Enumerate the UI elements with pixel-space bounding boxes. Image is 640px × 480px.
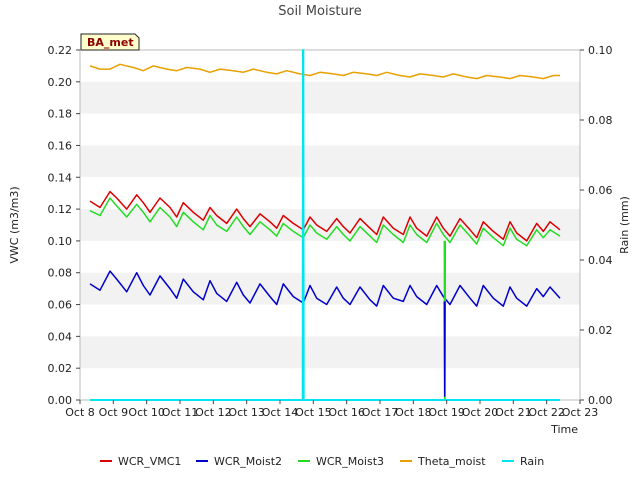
x-tick-label: Oct 12 xyxy=(195,406,232,419)
badge-box xyxy=(80,33,140,51)
series-line-wcr-moist2 xyxy=(89,270,561,307)
series-drop-wcr-moist2 xyxy=(443,301,446,397)
y-axis-label: VWC (m3/m3) xyxy=(8,186,21,263)
x-tick-label: Oct 11 xyxy=(162,406,199,419)
y2-tick-label: 0.08 xyxy=(588,114,613,127)
legend-item: Theta_moist xyxy=(400,455,486,468)
y-axis-ticks: 0.00 0.02 0.04 0.06 0.08 0.10 0.12 0.14 0.16 0.18… xyxy=(48,44,80,407)
x-tick-label: Oct 19 xyxy=(428,406,465,419)
series-line-theta-moist xyxy=(89,63,560,80)
badge-label: BA_met xyxy=(87,36,134,49)
y-tick-label: 0.08 xyxy=(48,267,73,280)
x-tick-label: Oct 23 xyxy=(562,406,599,419)
x-tick-label: Oct 20 xyxy=(462,406,499,419)
y-tick-label: 0.02 xyxy=(48,362,73,375)
legend-item: WCR_Moist2 xyxy=(196,455,282,468)
legend-item: WCR_Moist3 xyxy=(298,455,384,468)
grid-band xyxy=(80,145,580,178)
y-tick-label: 0.14 xyxy=(48,171,73,184)
y-tick-label: 0.16 xyxy=(48,139,73,152)
y-tick-label: 0.00 xyxy=(48,394,73,407)
legend-label: WCR_Moist2 xyxy=(214,455,282,468)
series-layer xyxy=(89,49,561,401)
x-tick-label: Oct 18 xyxy=(395,406,432,419)
legend-label: Theta_moist xyxy=(417,455,486,468)
y2-tick-label: 0.06 xyxy=(588,184,613,197)
legend-item: Rain xyxy=(502,455,544,468)
y-tick-label: 0.06 xyxy=(48,299,73,312)
x-tick-label: Oct 8 xyxy=(65,406,95,419)
x-tick-label: Oct 16 xyxy=(328,406,365,419)
grid-band xyxy=(80,336,580,369)
x-tick-label: Oct 17 xyxy=(362,406,399,419)
y2-axis-ticks: 0.00 0.02 0.04 0.06 0.08 0.10 xyxy=(580,44,613,407)
x-axis-label: Time xyxy=(550,423,578,436)
legend: WCR_VMC1 WCR_Moist2 WCR_Moist3 Theta_moist R… xyxy=(100,455,544,468)
x-tick-label: Oct 13 xyxy=(228,406,265,419)
x-tick-label: Oct 14 xyxy=(262,406,299,419)
x-tick-label: Oct 9 xyxy=(99,406,129,419)
y2-tick-label: 0.10 xyxy=(588,44,613,57)
chart-title: Soil Moisture xyxy=(278,4,362,19)
series-line-wcr-moist3 xyxy=(89,197,561,247)
y2-tick-label: 0.00 xyxy=(588,394,613,407)
y2-axis-label: Rain (mm) xyxy=(618,196,631,254)
y-tick-label: 0.20 xyxy=(48,76,73,89)
grid-band xyxy=(80,81,580,114)
x-tick-label: Oct 15 xyxy=(295,406,332,419)
badge: BA_met xyxy=(80,33,140,51)
legend-label: WCR_Moist3 xyxy=(316,455,384,468)
y-tick-label: 0.04 xyxy=(48,330,73,343)
y-tick-label: 0.10 xyxy=(48,235,73,248)
legend-item: WCR_VMC1 xyxy=(100,455,181,468)
series-line-wcr-vmc1 xyxy=(89,190,561,242)
legend-label: WCR_VMC1 xyxy=(118,455,181,468)
y-tick-label: 0.18 xyxy=(48,108,73,121)
y2-tick-label: 0.04 xyxy=(588,254,613,267)
x-tick-label: Oct 22 xyxy=(528,406,565,419)
x-tick-label: Oct 10 xyxy=(128,406,165,419)
legend-label: Rain xyxy=(520,455,544,468)
y2-tick-label: 0.02 xyxy=(588,324,613,337)
y-tick-label: 0.12 xyxy=(48,203,73,216)
series-line-rain xyxy=(90,49,560,401)
grid-bands xyxy=(80,81,580,369)
y-tick-label: 0.22 xyxy=(48,44,73,57)
x-tick-label: Oct 21 xyxy=(495,406,532,419)
